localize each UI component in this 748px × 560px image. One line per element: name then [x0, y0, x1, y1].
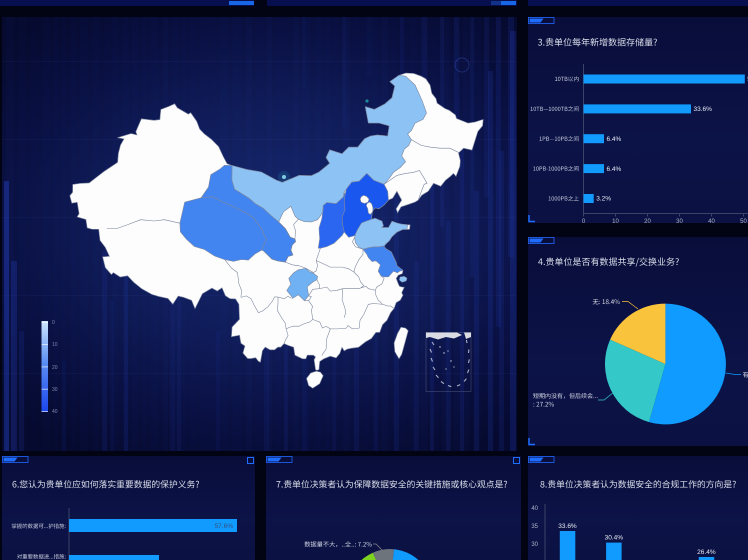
svg-text:30: 30 [531, 542, 538, 548]
svg-text:20: 20 [52, 365, 58, 371]
svg-text:30: 30 [52, 387, 58, 393]
svg-text:40: 40 [708, 219, 715, 223]
svg-text:33.6%: 33.6% [694, 106, 713, 113]
svg-text:26.4%: 26.4% [697, 549, 716, 556]
svg-text:33.6%: 33.6% [558, 523, 577, 530]
svg-text:0: 0 [52, 320, 55, 326]
svg-text:10: 10 [612, 219, 619, 223]
svg-text:40: 40 [52, 409, 58, 415]
svg-text:57.6%: 57.6% [215, 523, 234, 530]
svg-text:20: 20 [644, 219, 651, 223]
svg-text:40: 40 [531, 506, 538, 512]
svg-text:3.2%: 3.2% [596, 196, 611, 203]
svg-text:35: 35 [531, 524, 538, 530]
svg-text:50: 50 [740, 219, 747, 223]
svg-text:10: 10 [52, 342, 58, 348]
svg-text:6.4%: 6.4% [607, 166, 622, 173]
svg-text:30.4%: 30.4% [605, 535, 624, 542]
svg-text:0: 0 [582, 219, 586, 223]
svg-text:30: 30 [676, 219, 683, 223]
svg-text:6.4%: 6.4% [607, 136, 622, 143]
